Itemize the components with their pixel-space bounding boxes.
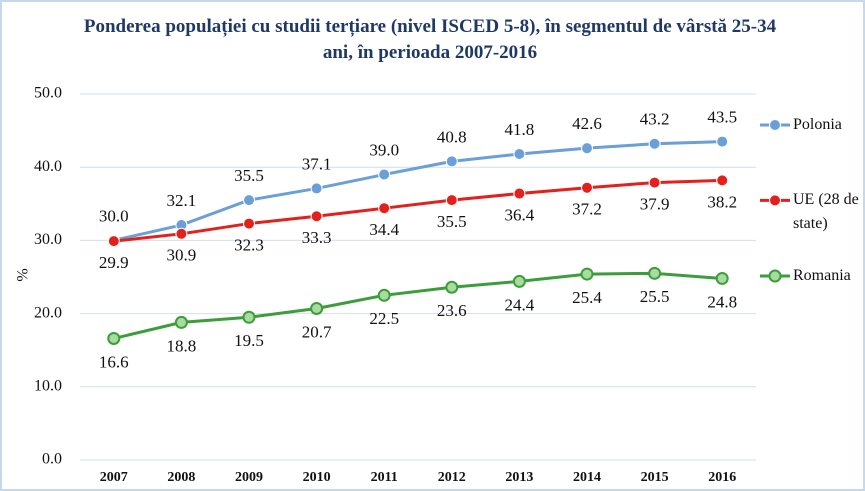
data-label: 43.5	[707, 107, 737, 126]
data-label: 37.1	[302, 154, 332, 173]
point	[715, 271, 729, 285]
data-label: 20.7	[302, 322, 332, 341]
data-label: 16.6	[99, 352, 129, 371]
data-label: 40.8	[437, 127, 467, 146]
point	[243, 217, 255, 230]
x-tick-label: 2015	[641, 470, 669, 485]
x-tick-label: 2010	[303, 470, 331, 485]
data-label: 34.4	[369, 220, 399, 239]
point	[445, 194, 458, 207]
point	[310, 182, 323, 195]
data-label: 36.4	[505, 205, 535, 224]
legend-label: Romania	[793, 267, 851, 284]
legend-label: UE (28 de state)	[793, 191, 859, 233]
y-axis-label: %	[15, 268, 32, 281]
data-label: 33.3	[302, 228, 332, 247]
point	[513, 187, 526, 200]
point	[716, 135, 729, 148]
data-label: 37.9	[640, 194, 670, 213]
y-tick-label: 20.0	[34, 304, 62, 321]
data-label: 32.3	[234, 235, 264, 254]
point	[581, 181, 593, 194]
point	[378, 168, 391, 181]
data-label: 29.9	[99, 253, 129, 272]
point	[581, 142, 593, 155]
data-label: 38.2	[707, 192, 737, 211]
x-tick-label: 2009	[235, 470, 263, 485]
y-tick-label: 30.0	[34, 231, 62, 248]
point	[378, 202, 391, 215]
point	[242, 310, 256, 324]
data-label: 18.8	[167, 336, 197, 355]
x-tick-label: 2014	[573, 470, 601, 485]
data-label: 25.4	[572, 288, 602, 307]
x-tick-label: 2008	[167, 470, 195, 485]
point	[512, 274, 526, 288]
x-tick-label: 2013	[505, 470, 533, 485]
y-tick-label: 10.0	[34, 377, 62, 394]
point	[513, 148, 526, 161]
legend-marker	[769, 119, 781, 131]
data-label: 32.1	[167, 191, 197, 210]
x-tick-label: 2011	[371, 470, 398, 485]
legend-marker	[768, 269, 782, 283]
point	[310, 210, 323, 223]
x-tick-label: 2012	[438, 470, 466, 485]
data-label: 41.8	[505, 120, 535, 139]
data-label: 37.2	[572, 200, 602, 219]
x-tick-label: 2007	[100, 470, 128, 485]
point	[107, 331, 121, 345]
data-label: 24.4	[505, 295, 535, 314]
point	[648, 176, 661, 189]
point	[648, 137, 661, 150]
data-label: 25.5	[640, 287, 670, 306]
point	[107, 235, 120, 248]
data-label: 35.5	[437, 212, 467, 231]
data-label: 30.9	[167, 246, 197, 265]
data-label: 42.6	[572, 114, 602, 133]
point	[580, 267, 594, 281]
data-label: 23.6	[437, 301, 467, 320]
point	[377, 288, 391, 302]
data-label: 19.5	[234, 331, 264, 350]
data-label: 22.5	[369, 309, 399, 328]
y-tick-label: 40.0	[34, 158, 62, 175]
series-line	[113, 140, 723, 242]
point	[243, 194, 255, 207]
point	[445, 155, 458, 168]
data-label: 24.8	[707, 292, 737, 311]
data-label: 43.2	[640, 110, 670, 129]
chart-title: Ponderea populației cu studii terțiare (…	[83, 16, 777, 63]
data-label: 39.0	[369, 140, 399, 159]
legend-marker	[769, 194, 781, 207]
data-label: 35.5	[234, 166, 264, 185]
x-tick-label: 2016	[708, 470, 736, 485]
point	[310, 301, 324, 315]
point	[175, 227, 188, 240]
point	[716, 174, 729, 187]
series-line	[113, 178, 723, 243]
y-tick-label: 0.0	[42, 451, 62, 468]
point	[648, 266, 662, 280]
y-tick-label: 50.0	[34, 85, 62, 102]
legend-label: Polonia	[793, 116, 842, 133]
data-label: 30.0	[99, 206, 129, 225]
point	[174, 315, 188, 329]
point	[445, 280, 459, 294]
series-line	[113, 271, 723, 340]
